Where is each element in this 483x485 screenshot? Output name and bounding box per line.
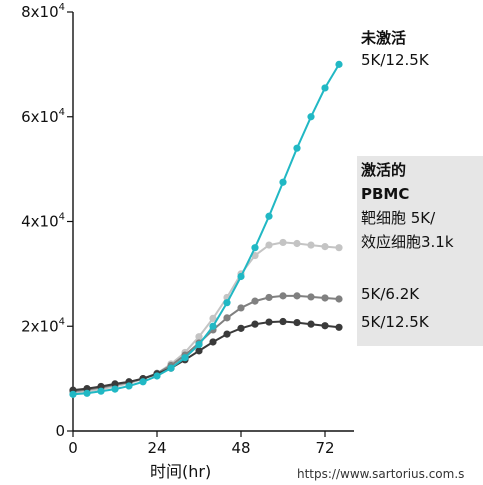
- legend-ratio-12-5k: 5K/12.5K: [361, 313, 429, 331]
- series-point-2: [335, 295, 343, 303]
- series-point-0: [69, 390, 77, 398]
- series-point-0: [321, 84, 329, 92]
- series-point-1: [265, 241, 273, 249]
- legend-unactivated-ratio: 5K/12.5K: [361, 51, 429, 69]
- series-point-2: [307, 293, 315, 301]
- series-point-0: [125, 382, 133, 390]
- series-point-0: [97, 387, 105, 395]
- series-line-2: [72, 294, 340, 393]
- series-point-3: [265, 318, 273, 326]
- series-point-0: [209, 322, 217, 330]
- y-tick-label: 2x104: [21, 316, 65, 335]
- series-point-0: [139, 378, 147, 386]
- series-point-1: [335, 244, 343, 252]
- y-tick-label: 8x104: [21, 2, 65, 21]
- series-point-0: [223, 299, 231, 307]
- y-tick-label: 4x104: [21, 212, 65, 231]
- series-point-0: [153, 372, 161, 380]
- series-point-0: [279, 178, 287, 186]
- series-line-1: [72, 241, 340, 394]
- series-point-1: [321, 243, 329, 251]
- series-point-3: [307, 320, 315, 328]
- series-point-1: [293, 239, 301, 248]
- series-point-3: [321, 322, 329, 330]
- series-point-2: [265, 293, 273, 302]
- series-point-3: [237, 324, 245, 332]
- series-point-0: [83, 389, 91, 397]
- series-point-1: [251, 251, 259, 260]
- series-point-1: [279, 238, 287, 247]
- series-point-3: [293, 318, 301, 327]
- legend-activated-desc-target: 靶细胞 5K/: [361, 209, 436, 227]
- legend-unactivated-title: 未激活: [361, 29, 407, 47]
- series-point-2: [237, 304, 245, 312]
- series-point-0: [111, 385, 119, 393]
- series-point-0: [181, 354, 189, 362]
- series-point-1: [209, 314, 217, 322]
- activated-pbmc-legend-box: [357, 156, 483, 346]
- series-point-2: [293, 292, 301, 300]
- x-tick-label: 72: [315, 439, 334, 457]
- x-tick-label: 0: [68, 439, 78, 457]
- series-point-3: [279, 317, 287, 326]
- x-axis-title: 时间(hr): [150, 462, 212, 481]
- series-point-0: [195, 340, 203, 349]
- series-point-0: [293, 144, 301, 152]
- series-point-0: [335, 60, 343, 68]
- legend-activated-pbmc: PBMC: [361, 185, 410, 203]
- series-point-2: [251, 297, 259, 305]
- series-point-2: [223, 314, 231, 322]
- series-point-1: [195, 333, 203, 341]
- series-point-0: [265, 212, 273, 220]
- series-point-2: [321, 294, 329, 302]
- series-point-0: [307, 113, 315, 121]
- series-point-3: [223, 330, 231, 338]
- series-point-3: [209, 338, 217, 346]
- legend-activated-title: 激活的: [361, 161, 407, 179]
- legend-ratio-6-2k: 5K/6.2K: [361, 285, 420, 303]
- y-tick-label: 0: [55, 422, 65, 440]
- x-tick-label: 48: [231, 439, 250, 457]
- source-url: https://www.sartorius.com.s: [297, 467, 465, 481]
- series-point-0: [251, 244, 259, 252]
- series-point-3: [111, 380, 119, 388]
- x-tick-label: 24: [147, 439, 166, 457]
- series-point-3: [195, 347, 203, 355]
- series-line-3: [72, 320, 340, 392]
- series-line-0: [72, 63, 340, 396]
- series-point-0: [167, 364, 175, 372]
- series-point-0: [237, 272, 245, 281]
- legend-activated-desc-effector: 效应细胞3.1k: [361, 233, 454, 251]
- y-tick-label: 6x104: [21, 107, 65, 126]
- series-point-2: [279, 292, 287, 300]
- series-point-1: [307, 241, 315, 249]
- series-point-3: [335, 323, 343, 331]
- series-point-3: [251, 320, 259, 328]
